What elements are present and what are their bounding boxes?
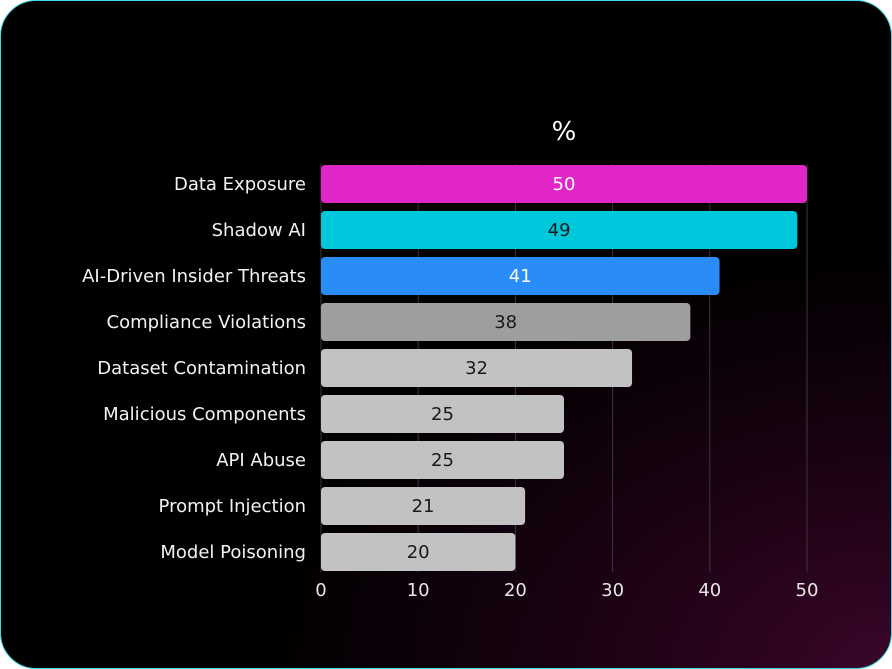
bar-value-label: 38 <box>494 312 517 333</box>
bars: 50 49 41 38 32 25 25 21 20 <box>321 165 807 571</box>
bar <box>321 303 691 341</box>
x-tick-label: 20 <box>504 580 527 601</box>
bar-value-label: 25 <box>431 404 454 425</box>
bar-value-label: 25 <box>431 450 454 471</box>
x-tick-label: 10 <box>407 580 430 601</box>
chart-title: % <box>552 117 577 147</box>
category-label: Prompt Injection <box>159 496 306 517</box>
bar-value-label: 32 <box>465 358 488 379</box>
bar-value-label: 50 <box>553 174 576 195</box>
category-label: Dataset Contamination <box>97 358 306 379</box>
category-label: Compliance Violations <box>107 312 307 333</box>
bar <box>321 487 526 525</box>
bar <box>321 211 798 249</box>
x-tick-label: 0 <box>315 580 326 601</box>
bar <box>321 441 564 479</box>
category-label: API Abuse <box>216 450 306 471</box>
category-labels: Data Exposure Shadow AI AI-Driven Insider … <box>82 174 306 563</box>
bar-value-label: 49 <box>548 220 571 241</box>
category-label: Model Poisoning <box>160 542 306 563</box>
category-label: Data Exposure <box>174 174 306 195</box>
bar <box>321 349 633 387</box>
bar <box>321 165 807 203</box>
bar-value-label: 21 <box>412 496 435 517</box>
x-tick-label: 40 <box>698 580 721 601</box>
category-label: Shadow AI <box>212 220 306 241</box>
bar <box>321 395 564 433</box>
x-tick-label: 30 <box>601 580 624 601</box>
bar <box>321 533 516 571</box>
x-axis-ticks: 0 10 20 30 40 50 <box>315 580 818 601</box>
bar-value-label: 20 <box>407 542 430 563</box>
category-label: AI-Driven Insider Threats <box>82 266 306 287</box>
bar-value-label: 41 <box>509 266 532 287</box>
x-tick-label: 50 <box>796 580 819 601</box>
bar <box>321 257 720 295</box>
category-label: Malicious Components <box>103 404 306 425</box>
